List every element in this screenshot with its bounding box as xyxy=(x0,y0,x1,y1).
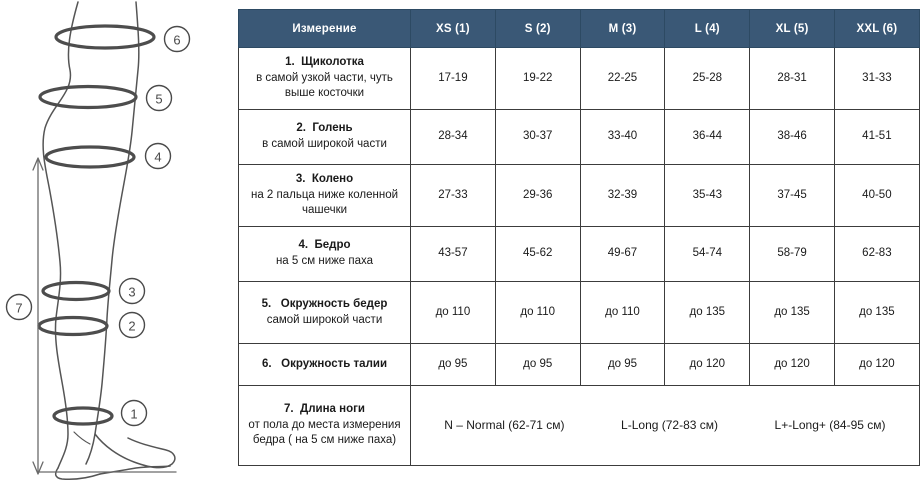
cell-value: до 135 xyxy=(833,281,920,344)
measurement-name-hips: 5. Окружность бедер самой широкой части xyxy=(238,281,411,344)
cell-value: 29-36 xyxy=(494,164,581,227)
cell-value: до 110 xyxy=(494,281,581,344)
table-row: 1. Щиколотка в самой узкой части, чуть в… xyxy=(238,47,920,110)
table-row: 3. Колено на 2 пальца ниже коленной чаше… xyxy=(238,164,920,227)
marker-6: 6 xyxy=(163,25,191,53)
cell-value: 30-37 xyxy=(494,109,581,165)
marker-6-label: 6 xyxy=(173,33,180,48)
measurement-subtitle: на 5 см ниже паха xyxy=(275,255,374,267)
column-header-xxl: XXL (6) xyxy=(833,9,920,48)
cell-value: 62-83 xyxy=(833,226,920,282)
table-row: 5. Окружность бедер самой широкой части … xyxy=(238,281,920,344)
measurement-subtitle: от пола до места измерения бедра ( на 5 … xyxy=(248,418,401,447)
leg-length-option-long: L-Long (72-83 см) xyxy=(621,418,719,433)
marker-5-label: 5 xyxy=(155,92,162,107)
measurement-name-ankle: 1. Щиколотка в самой узкой части, чуть в… xyxy=(238,47,411,110)
cell-value: 36-44 xyxy=(664,109,751,165)
marker-7-label: 7 xyxy=(15,301,22,316)
table-row: 4. Бедро на 5 см ниже паха 43-57 45-62 4… xyxy=(238,226,920,282)
cell-value: 31-33 xyxy=(833,47,920,110)
marker-4-label: 4 xyxy=(154,150,161,165)
cell-value: до 110 xyxy=(579,281,666,344)
table-header-row: Измерение XS (1) S (2) M (3) L (4) XL (5… xyxy=(238,9,920,48)
measurement-subtitle: в самой широкой части xyxy=(262,138,387,150)
cell-value: до 95 xyxy=(579,343,666,386)
marker-1-label: 1 xyxy=(130,407,137,422)
cell-value: 49-67 xyxy=(579,226,666,282)
size-table: Измерение XS (1) S (2) M (3) L (4) XL (5… xyxy=(238,9,920,466)
cell-value: до 120 xyxy=(749,343,835,386)
leg-length-option-long-plus: L+-Long+ (84-95 см) xyxy=(774,418,886,433)
cell-value: 41-51 xyxy=(833,109,920,165)
measurement-name-knee: 3. Колено на 2 пальца ниже коленной чаше… xyxy=(238,164,411,227)
measurement-title: 7. Длина ноги xyxy=(284,402,365,415)
cell-value: 38-46 xyxy=(749,109,835,165)
measurement-name-leg-length: 7. Длина ноги от пола до места измерения… xyxy=(238,385,411,466)
column-header-xs: XS (1) xyxy=(410,9,496,48)
measurement-subtitle: на 2 пальца ниже коленной чашечки xyxy=(250,188,399,217)
column-header-xl: XL (5) xyxy=(749,9,835,48)
cell-value: 33-40 xyxy=(579,109,666,165)
table-row: 2. Голень в самой широкой части 28-34 30… xyxy=(238,109,920,165)
cell-value: 17-19 xyxy=(410,47,496,110)
marker-1: 1 xyxy=(120,399,148,427)
measurement-name-thigh: 4. Бедро на 5 см ниже паха xyxy=(238,226,411,282)
cell-value: 37-45 xyxy=(749,164,835,227)
measurement-title: 4. Бедро xyxy=(298,239,351,252)
marker-5: 5 xyxy=(145,84,173,112)
measurement-title: 1. Щиколотка xyxy=(285,55,364,68)
cell-value: до 120 xyxy=(664,343,751,386)
cell-value: до 95 xyxy=(410,343,496,386)
leg-length-option-normal: N – Normal (62-71 см) xyxy=(444,418,565,433)
cell-value: 54-74 xyxy=(664,226,751,282)
cell-value: до 135 xyxy=(749,281,835,344)
cell-value: 28-34 xyxy=(410,109,496,165)
cell-value: до 120 xyxy=(833,343,920,386)
column-header-measurement: Измерение xyxy=(238,9,411,48)
cell-value: до 110 xyxy=(410,281,496,344)
leg-length-options-cell: N – Normal (62-71 см) L-Long (72-83 см) … xyxy=(410,385,920,466)
marker-2-label: 2 xyxy=(128,319,135,334)
leg-outline-svg: 6 5 4 3 2 xyxy=(5,1,191,480)
cell-value: 27-33 xyxy=(410,164,496,227)
cell-value: 19-22 xyxy=(494,47,581,110)
measurement-title: 3. Колено xyxy=(295,172,354,185)
marker-7: 7 xyxy=(5,293,33,321)
leg-measurement-diagram: 6 5 4 3 2 xyxy=(0,0,236,481)
cell-value: 22-25 xyxy=(579,47,666,110)
marker-3-label: 3 xyxy=(128,285,135,300)
measurement-subtitle: самой широкой части xyxy=(266,313,383,326)
cell-value: 35-43 xyxy=(664,164,751,227)
cell-value: 28-31 xyxy=(749,47,835,110)
table-row: 6. Окружность талии до 95 до 95 до 95 до… xyxy=(238,343,920,386)
cell-value: 45-62 xyxy=(494,226,581,282)
measurement-name-calf: 2. Голень в самой широкой части xyxy=(238,109,411,165)
column-header-l: L (4) xyxy=(664,9,751,48)
measurement-title: 2. Голень xyxy=(296,122,353,135)
marker-2: 2 xyxy=(118,311,146,339)
cell-value: 32-39 xyxy=(579,164,666,227)
cell-value: 58-79 xyxy=(749,226,835,282)
measurement-name-waist: 6. Окружность талии xyxy=(238,343,411,386)
marker-4: 4 xyxy=(144,142,172,170)
measurement-title: 5. Окружность бедер xyxy=(261,297,388,310)
marker-3: 3 xyxy=(118,277,146,305)
cell-value: до 95 xyxy=(494,343,581,386)
cell-value: 25-28 xyxy=(664,47,751,110)
cell-value: 43-57 xyxy=(410,226,496,282)
cell-value: 40-50 xyxy=(833,164,920,227)
measurement-title: 6. Окружность талии xyxy=(261,357,388,370)
column-header-s: S (2) xyxy=(494,9,581,48)
table-row-leg-length: 7. Длина ноги от пола до места измерения… xyxy=(238,385,920,466)
column-header-m: M (3) xyxy=(579,9,666,48)
cell-value: до 135 xyxy=(664,281,751,344)
measurement-subtitle: в самой узкой части, чуть выше косточки xyxy=(256,71,393,100)
size-table-wrapper: Измерение XS (1) S (2) M (3) L (4) XL (5… xyxy=(238,9,920,473)
